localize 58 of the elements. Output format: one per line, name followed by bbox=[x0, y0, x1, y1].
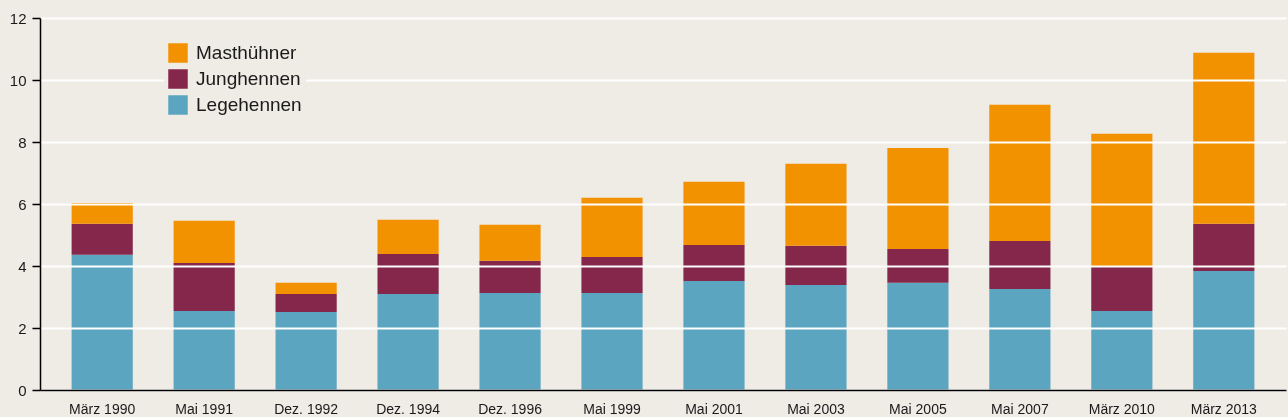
bar bbox=[887, 282, 949, 390]
x-tick-label: Mai 1999 bbox=[583, 400, 642, 417]
bar bbox=[71, 223, 133, 255]
bar bbox=[377, 219, 439, 254]
x-tick-label: Mai 2005 bbox=[889, 400, 947, 417]
bar bbox=[785, 245, 847, 285]
bar bbox=[1193, 223, 1255, 271]
bar bbox=[581, 197, 643, 258]
bar bbox=[377, 253, 439, 294]
bar bbox=[581, 257, 643, 293]
bar bbox=[173, 262, 235, 311]
bar bbox=[887, 147, 949, 249]
x-tick-label: Mai 2001 bbox=[685, 400, 743, 417]
bar bbox=[581, 292, 643, 390]
legend-label: Legehennen bbox=[196, 94, 302, 115]
legend-label: Junghennen bbox=[196, 68, 301, 89]
x-tick-label: Mai 1991 bbox=[175, 400, 234, 417]
bar bbox=[275, 293, 337, 312]
y-tick-label: 2 bbox=[18, 319, 27, 337]
bar bbox=[989, 288, 1051, 390]
bar bbox=[479, 224, 541, 261]
x-tick-label: März 1990 bbox=[69, 400, 136, 417]
bar bbox=[887, 248, 949, 283]
bar bbox=[479, 292, 541, 390]
y-tick-label: 12 bbox=[9, 9, 27, 27]
x-tick-label: März 2010 bbox=[1088, 400, 1156, 417]
y-tick-label: 4 bbox=[18, 257, 27, 275]
y-tick-label: 10 bbox=[9, 71, 27, 89]
bar bbox=[683, 244, 745, 281]
legend-label: Masthühner bbox=[196, 42, 298, 63]
bar bbox=[989, 240, 1051, 289]
x-tick-label: Dez. 1992 bbox=[274, 400, 339, 417]
bar bbox=[173, 310, 235, 390]
bar bbox=[683, 181, 745, 245]
bar bbox=[377, 293, 439, 390]
bar bbox=[71, 203, 133, 224]
bar bbox=[1091, 310, 1153, 390]
bar bbox=[1193, 270, 1255, 390]
x-tick-label: Dez. 1996 bbox=[478, 400, 543, 417]
bar bbox=[275, 282, 337, 294]
bar bbox=[683, 280, 745, 390]
bar bbox=[1091, 133, 1153, 266]
y-tick-label: 8 bbox=[18, 133, 27, 151]
y-tick-label: 6 bbox=[18, 195, 27, 213]
bar bbox=[1091, 266, 1153, 311]
x-tick-label: Dez. 1994 bbox=[376, 400, 441, 417]
bar bbox=[785, 284, 847, 390]
bar bbox=[71, 254, 133, 390]
x-tick-label: März 2013 bbox=[1190, 400, 1258, 417]
bar bbox=[479, 260, 541, 293]
bar bbox=[1193, 52, 1255, 224]
bar bbox=[275, 311, 337, 390]
x-tick-label: Mai 2007 bbox=[991, 400, 1049, 417]
bar bbox=[989, 104, 1051, 241]
bar bbox=[173, 220, 235, 263]
x-tick-label: Mai 2003 bbox=[787, 400, 845, 417]
bar bbox=[785, 163, 847, 246]
y-tick-label: 0 bbox=[18, 381, 27, 399]
